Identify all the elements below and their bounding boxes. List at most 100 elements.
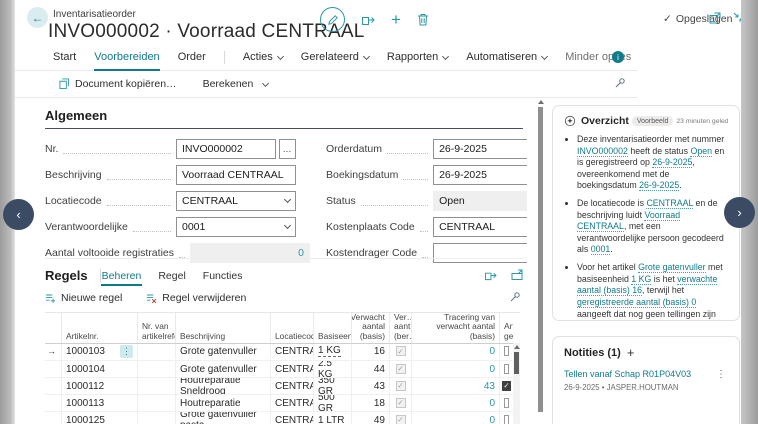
summary-link[interactable]: Voorraad CENTRAAL: [577, 209, 681, 233]
page-scrollbar[interactable]: [537, 98, 544, 424]
cell-qty-calculated[interactable]: ✓: [389, 395, 411, 411]
summary-link[interactable]: 1 KG: [631, 273, 652, 285]
pin-icon[interactable]: [509, 291, 521, 303]
pin-icon[interactable]: [614, 77, 626, 89]
note-menu-icon[interactable]: ⋮: [716, 369, 726, 380]
cell-base-unit[interactable]: 1 KG: [313, 344, 351, 359]
open-in-window-icon[interactable]: [709, 12, 721, 24]
field-input[interactable]: 26-9-2025: [433, 139, 527, 159]
collapse-view-icon[interactable]: [733, 12, 741, 24]
table-row[interactable]: → 1000103 ⋮ Grote gatenvullerCENTRAAL 1 KG 16…: [45, 344, 520, 361]
calculated-checkbox[interactable]: ✓: [395, 346, 406, 357]
breadcrumb[interactable]: Inventarisatieorder: [53, 9, 136, 20]
row-selector-cell[interactable]: [45, 395, 61, 411]
cell-location-code[interactable]: CENTRAAL: [270, 395, 313, 411]
cell-qty-calculated[interactable]: ✓: [389, 412, 411, 424]
summary-link[interactable]: 0001: [590, 244, 611, 256]
action-regel-verwijderen[interactable]: Regel verwijderen: [146, 292, 246, 304]
cell-qty-calculated[interactable]: ✓: [389, 361, 411, 377]
tab-start[interactable]: Start: [53, 51, 77, 63]
cell-base-unit[interactable]: 2.5 KG: [313, 361, 351, 377]
note-title-link[interactable]: Tellen vanaf Schap R01P04V03: [564, 369, 692, 379]
field-input[interactable]: Voorraad CENTRAAL: [176, 165, 296, 185]
cell-tracking-expected-qty[interactable]: 0: [411, 395, 499, 411]
table-scrollbar-thumb[interactable]: [514, 352, 519, 374]
summary-link[interactable]: verwachte aantal (basis) 16: [577, 273, 718, 297]
cell-item-reference[interactable]: [137, 412, 175, 424]
cell-item-no[interactable]: 1000104: [61, 361, 137, 377]
cell-item-no[interactable]: 1000113: [61, 395, 137, 411]
cell-tracking-expected-qty[interactable]: 0: [411, 361, 499, 377]
add-note-icon[interactable]: +: [626, 345, 635, 360]
row-selector-cell[interactable]: [45, 378, 61, 394]
cell-base-unit[interactable]: 1 LTR: [313, 412, 351, 424]
row-selector-cell[interactable]: [45, 412, 61, 424]
used-checkbox[interactable]: [504, 415, 509, 424]
col-header-ver-aant-ber[interactable]: Ver… aant… (ber…: [389, 313, 411, 343]
cell-item-no[interactable]: 1000103 ⋮: [61, 344, 137, 359]
cell-base-unit[interactable]: 500 GR: [313, 395, 351, 411]
info-dot-icon[interactable]: i: [612, 51, 624, 63]
cell-description[interactable]: Grote gatenvuller: [175, 361, 270, 377]
cell-item-reference[interactable]: [137, 395, 175, 411]
cell-location-code[interactable]: CENTRAAL: [270, 361, 313, 377]
assist-edit-button[interactable]: …: [279, 139, 296, 159]
next-record-button[interactable]: ›: [724, 197, 755, 228]
table-row[interactable]: 1000113 HoutreparatieCENTRAAL 500 GR 18 ✓ 0: [45, 395, 520, 412]
tab-acties[interactable]: Acties: [243, 44, 284, 71]
cell-item-reference[interactable]: [137, 378, 175, 394]
cell-item-used[interactable]: ✓: [499, 378, 513, 394]
cell-tracking-expected-qty[interactable]: 0: [411, 412, 499, 424]
cell-tracking-expected-qty[interactable]: 0: [411, 344, 499, 359]
cell-item-used[interactable]: [499, 344, 513, 359]
cell-item-used[interactable]: [499, 412, 513, 424]
back-arrow-icon[interactable]: ←: [27, 7, 48, 28]
calculated-checkbox[interactable]: ✓: [395, 364, 406, 374]
calculated-checkbox[interactable]: ✓: [395, 381, 406, 391]
cell-expected-qty[interactable]: 49: [351, 412, 389, 424]
dropdown-chevron-icon[interactable]: [280, 195, 292, 207]
dropdown-chevron-icon[interactable]: [280, 221, 292, 233]
delete-trash-icon[interactable]: [417, 13, 429, 26]
summary-link[interactable]: Grote gatenvuller: [638, 262, 706, 274]
table-row[interactable]: 1000104 Grote gatenvullerCENTRAAL 2.5 KG 44…: [45, 361, 520, 378]
tab-voorbereiden[interactable]: Voorbereiden: [94, 44, 159, 71]
cell-description[interactable]: Houtreparatie Sneldroog: [175, 378, 270, 394]
calculated-checkbox[interactable]: ✓: [395, 398, 406, 408]
cell-item-no[interactable]: 1000112: [61, 378, 137, 394]
page-scrollbar-thumb[interactable]: [538, 107, 543, 412]
cell-expected-qty[interactable]: 18: [351, 395, 389, 411]
cell-expected-qty[interactable]: 44: [351, 361, 389, 377]
summary-link[interactable]: Open: [690, 145, 713, 157]
field-input[interactable]: 0001: [176, 217, 296, 237]
share-icon[interactable]: [361, 14, 375, 26]
scroll-up-arrow[interactable]: [537, 100, 544, 104]
cell-expected-qty[interactable]: 43: [351, 378, 389, 394]
calculated-checkbox[interactable]: ✓: [395, 415, 406, 424]
cell-expected-qty[interactable]: 16: [351, 344, 389, 359]
tab-automatiseren[interactable]: Automatiseren: [466, 44, 549, 71]
add-new-icon[interactable]: +: [391, 10, 401, 29]
lines-tab-functies[interactable]: Functies: [202, 270, 243, 282]
cell-item-used[interactable]: [499, 361, 513, 377]
cell-item-reference[interactable]: [137, 344, 175, 359]
previous-record-button[interactable]: ‹: [3, 199, 34, 230]
used-checkbox[interactable]: [504, 398, 509, 408]
col-header-beschrijving[interactable]: Beschrijving: [175, 313, 270, 343]
table-row[interactable]: 1000125 Grote gatenvuller pastaCENTRAAL 1 …: [45, 412, 520, 424]
cell-item-reference[interactable]: [137, 361, 175, 377]
general-section-title[interactable]: Algemeen: [45, 108, 523, 129]
table-row[interactable]: 1000112 Houtreparatie SneldroogCENTRAAL 35…: [45, 378, 520, 395]
field-input[interactable]: INVO000002: [176, 139, 276, 159]
col-header-tracering-van-verwacht-aantal-basis[interactable]: Tracering van verwacht aantal (basis): [411, 313, 499, 343]
summary-link[interactable]: geregistreerde aantal (basis) 0: [577, 296, 697, 308]
summary-link[interactable]: CENTRAAL: [646, 198, 694, 210]
summary-link[interactable]: 26-9-2025: [652, 157, 693, 169]
cell-tracking-expected-qty[interactable]: 43: [411, 378, 499, 394]
col-header-verwacht-aantal-basis[interactable]: Verwacht aantal (basis): [351, 313, 389, 343]
lines-tab-beheren[interactable]: Beheren: [101, 266, 143, 286]
cell-qty-calculated[interactable]: ✓: [389, 378, 411, 394]
share-icon[interactable]: [484, 270, 497, 281]
lines-tab-regel[interactable]: Regel: [158, 270, 186, 282]
tab-rapporten[interactable]: Rapporten: [387, 44, 450, 71]
